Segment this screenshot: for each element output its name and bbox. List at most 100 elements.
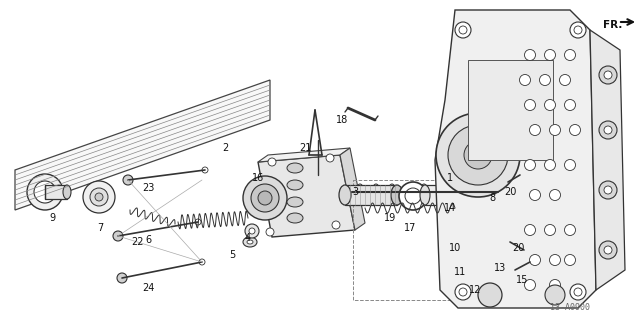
Text: 7: 7: [97, 223, 103, 233]
Circle shape: [525, 225, 536, 235]
Circle shape: [464, 141, 492, 169]
Text: 14: 14: [444, 203, 456, 213]
Text: 8: 8: [489, 193, 495, 203]
Text: 15: 15: [516, 275, 528, 285]
Circle shape: [478, 283, 502, 307]
Circle shape: [506, 179, 513, 186]
Bar: [345, 185, 397, 205]
Circle shape: [545, 225, 556, 235]
Polygon shape: [435, 10, 596, 308]
Text: 13-A0900: 13-A0900: [550, 303, 590, 313]
Text: 22: 22: [132, 237, 144, 247]
Text: 16: 16: [252, 173, 264, 183]
Circle shape: [90, 188, 108, 206]
Bar: [453, 255, 473, 265]
Bar: [353, 180, 548, 300]
Circle shape: [332, 221, 340, 229]
Circle shape: [604, 246, 612, 254]
Circle shape: [266, 228, 274, 236]
Ellipse shape: [243, 237, 257, 247]
Circle shape: [564, 225, 575, 235]
Circle shape: [251, 184, 279, 212]
Circle shape: [545, 100, 556, 110]
Ellipse shape: [247, 240, 253, 244]
Ellipse shape: [448, 227, 462, 237]
Circle shape: [599, 181, 617, 199]
Ellipse shape: [372, 184, 380, 200]
Circle shape: [268, 158, 276, 166]
Circle shape: [123, 175, 133, 185]
Circle shape: [545, 160, 556, 170]
Circle shape: [459, 288, 467, 296]
Polygon shape: [15, 80, 270, 210]
Text: 1: 1: [447, 173, 453, 183]
Ellipse shape: [339, 185, 351, 205]
Bar: [496, 258, 508, 266]
Circle shape: [564, 100, 575, 110]
Circle shape: [529, 124, 541, 136]
Circle shape: [550, 124, 561, 136]
Text: 23: 23: [142, 183, 154, 193]
Circle shape: [525, 49, 536, 61]
Circle shape: [599, 121, 617, 139]
Circle shape: [199, 259, 205, 265]
Circle shape: [27, 174, 63, 210]
Text: 20: 20: [504, 187, 516, 197]
Text: FR.: FR.: [603, 20, 622, 30]
Circle shape: [564, 160, 575, 170]
Circle shape: [506, 239, 513, 246]
Ellipse shape: [420, 185, 430, 205]
Text: 20: 20: [512, 243, 524, 253]
Circle shape: [195, 219, 201, 225]
Bar: [449, 232, 463, 244]
Text: 9: 9: [49, 213, 55, 223]
Text: 5: 5: [229, 250, 235, 260]
Circle shape: [545, 285, 565, 305]
Ellipse shape: [287, 213, 303, 223]
Text: 6: 6: [145, 235, 151, 245]
Circle shape: [399, 182, 427, 210]
Ellipse shape: [420, 184, 428, 200]
Circle shape: [604, 71, 612, 79]
Bar: [468, 60, 553, 160]
Circle shape: [574, 288, 582, 296]
Circle shape: [202, 167, 208, 173]
Polygon shape: [258, 148, 350, 162]
Circle shape: [599, 66, 617, 84]
Circle shape: [481, 183, 499, 201]
Circle shape: [245, 224, 259, 238]
Circle shape: [550, 189, 561, 201]
Circle shape: [34, 181, 56, 203]
Text: 4: 4: [245, 233, 251, 243]
Text: 10: 10: [449, 243, 461, 253]
Circle shape: [326, 154, 334, 162]
Circle shape: [529, 255, 541, 265]
Circle shape: [574, 26, 582, 34]
Ellipse shape: [460, 227, 466, 237]
Circle shape: [512, 267, 518, 273]
Ellipse shape: [493, 183, 503, 201]
Circle shape: [564, 49, 575, 61]
Circle shape: [529, 189, 541, 201]
Text: 18: 18: [336, 115, 348, 125]
Ellipse shape: [471, 184, 479, 200]
Ellipse shape: [388, 184, 396, 200]
Circle shape: [517, 172, 523, 178]
Circle shape: [525, 100, 536, 110]
Circle shape: [95, 193, 103, 201]
Polygon shape: [258, 155, 355, 237]
Circle shape: [570, 22, 586, 38]
Circle shape: [455, 284, 471, 300]
Text: 11: 11: [454, 267, 466, 277]
Circle shape: [83, 181, 115, 213]
Ellipse shape: [391, 185, 403, 205]
Bar: [425, 185, 455, 205]
Circle shape: [559, 75, 570, 85]
Circle shape: [570, 124, 580, 136]
Circle shape: [405, 188, 421, 204]
Bar: [467, 278, 489, 286]
Text: 21: 21: [299, 143, 311, 153]
Circle shape: [604, 186, 612, 194]
Circle shape: [258, 191, 272, 205]
Text: 19: 19: [384, 213, 396, 223]
